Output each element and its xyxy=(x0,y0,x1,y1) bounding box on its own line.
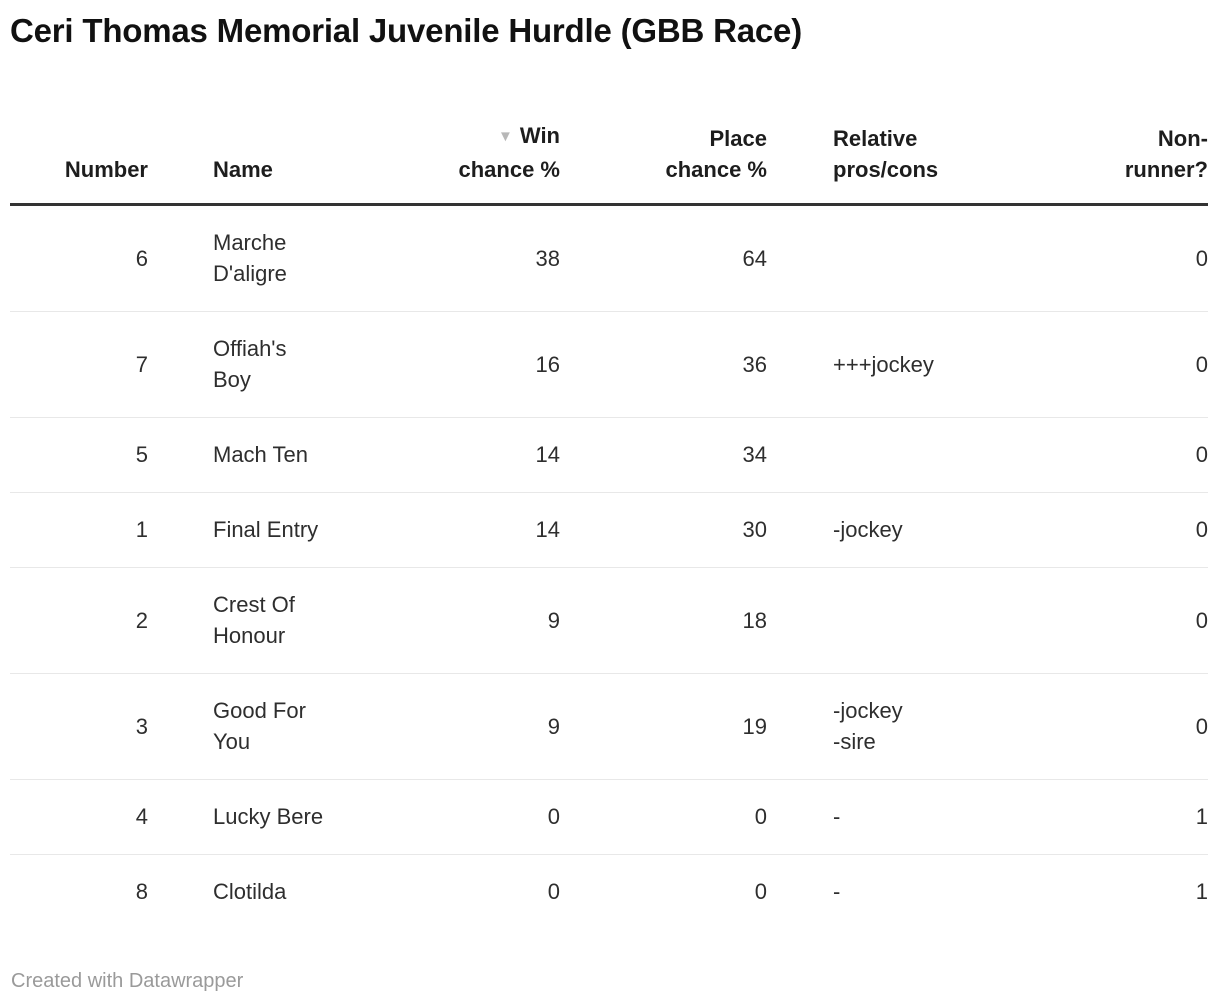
cell-name: Final Entry xyxy=(213,517,319,542)
cell-place: 34 xyxy=(742,442,767,467)
page-title: Ceri Thomas Memorial Juvenile Hurdle (GB… xyxy=(10,12,802,49)
cell-name: Mach Ten xyxy=(213,442,308,467)
cell-place: 18 xyxy=(742,607,767,633)
column-header-win[interactable]: ▼ Win chance % xyxy=(458,123,561,182)
column-header-name[interactable]: Name xyxy=(213,157,273,182)
cell-number: 2 xyxy=(135,607,148,633)
table-row: 7 Offiah's Boy 16 36 +++jockey 0 xyxy=(10,312,1208,418)
cell-place: 0 xyxy=(754,804,767,829)
cell-nonrunner: 0 xyxy=(1195,351,1208,377)
cell-pros xyxy=(767,568,1033,674)
column-header-nonrunner[interactable]: Non- runner? xyxy=(1124,126,1208,182)
cell-number: 3 xyxy=(135,713,148,739)
column-header-place[interactable]: Place chance % xyxy=(665,126,768,182)
cell-place: 30 xyxy=(742,517,767,542)
cell-nonrunner: 0 xyxy=(1195,607,1208,633)
datawrapper-credit[interactable]: Created with Datawrapper xyxy=(11,970,244,992)
cell-nonrunner: 1 xyxy=(1195,879,1208,904)
cell-pros: - xyxy=(833,804,841,829)
table-body: 6 Marche D'aligre 38 64 0 7 Offiah's Boy 16 36 ++… xyxy=(10,205,1208,930)
cell-win: 9 xyxy=(547,713,560,739)
cell-nonrunner: 0 xyxy=(1195,245,1208,271)
cell-win: 9 xyxy=(547,607,560,633)
cell-name: Good For You xyxy=(213,698,306,754)
cell-place: 19 xyxy=(742,713,767,739)
cell-pros xyxy=(767,205,1033,312)
column-header-pros[interactable]: Relative pros/cons xyxy=(833,126,939,182)
cell-nonrunner: 0 xyxy=(1195,442,1208,467)
cell-pros: +++jockey xyxy=(833,351,934,377)
table-header: Number Name ▼ Win chance % Place chance % Rel… xyxy=(10,120,1208,205)
cell-nonrunner: 1 xyxy=(1195,804,1208,829)
cell-name: Clotilda xyxy=(213,879,287,904)
cell-win: 0 xyxy=(547,879,560,904)
sort-desc-icon: ▼ xyxy=(498,128,513,145)
cell-pros xyxy=(767,418,1033,493)
cell-number: 1 xyxy=(135,517,148,542)
cell-nonrunner: 0 xyxy=(1195,517,1208,542)
column-header-number[interactable]: Number xyxy=(64,157,148,182)
cell-number: 7 xyxy=(135,351,148,377)
table-header-row: Number Name ▼ Win chance % Place chance % Rel… xyxy=(10,120,1208,205)
table-row: 8 Clotilda 0 0 - 1 xyxy=(10,855,1208,930)
cell-name: Marche D'aligre xyxy=(213,230,287,286)
cell-name: Lucky Bere xyxy=(213,804,324,829)
cell-place: 0 xyxy=(754,879,767,904)
cell-place: 36 xyxy=(742,351,767,377)
cell-place: 64 xyxy=(742,245,767,271)
cell-number: 4 xyxy=(135,804,148,829)
cell-number: 6 xyxy=(135,245,148,271)
cell-name: Offiah's Boy xyxy=(213,336,287,392)
cell-win: 14 xyxy=(535,442,560,467)
cell-number: 8 xyxy=(135,879,148,904)
cell-win: 38 xyxy=(535,245,560,271)
table-row: 3 Good For You 9 19 -jockey -sire 0 xyxy=(10,674,1208,780)
cell-win: 14 xyxy=(535,517,560,542)
table-row: 6 Marche D'aligre 38 64 0 xyxy=(10,205,1208,312)
cell-win: 0 xyxy=(547,804,560,829)
table-row: 4 Lucky Bere 0 0 - 1 xyxy=(10,780,1208,855)
race-odds-table: Number Name ▼ Win chance % Place chance % Rel… xyxy=(10,120,1208,929)
cell-name: Crest Of Honour xyxy=(213,592,295,648)
cell-pros: -jockey -sire xyxy=(833,698,903,754)
table-row: 1 Final Entry 14 30 -jockey 0 xyxy=(10,493,1208,568)
table-row: 2 Crest Of Honour 9 18 0 xyxy=(10,568,1208,674)
cell-number: 5 xyxy=(135,442,148,467)
cell-nonrunner: 0 xyxy=(1195,713,1208,739)
cell-pros: - xyxy=(833,879,841,904)
cell-pros: -jockey xyxy=(833,517,903,542)
cell-win: 16 xyxy=(535,351,560,377)
table-row: 5 Mach Ten 14 34 0 xyxy=(10,418,1208,493)
